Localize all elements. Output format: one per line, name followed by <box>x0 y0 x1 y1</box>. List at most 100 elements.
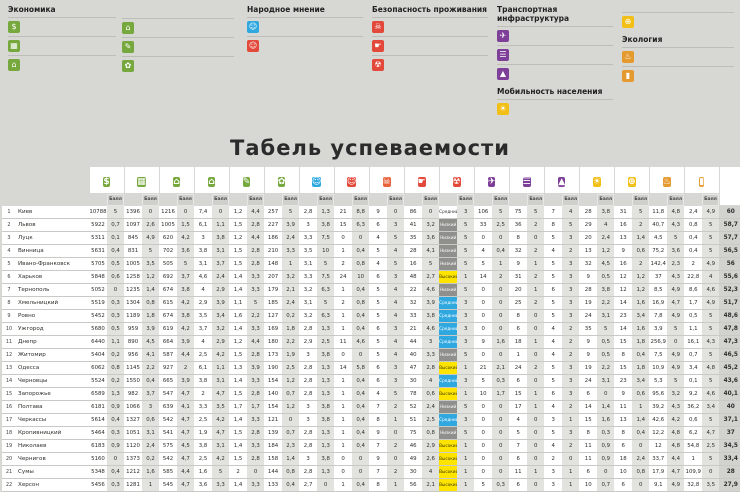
score-cell: 0,4 <box>352 387 370 401</box>
metric-value-cell: 585 <box>159 465 178 479</box>
metric-value-cell: 1,2 <box>229 231 248 245</box>
score-cell: 4,9 <box>667 309 685 323</box>
score-cell: 2,5 <box>492 218 510 232</box>
metric-value-cell: 78 <box>404 387 423 401</box>
metric-value-cell: 4 <box>369 257 388 271</box>
avia-icon: ✈ <box>497 30 509 42</box>
metric-value-cell: 1 <box>334 400 353 414</box>
rank-cell: 1 <box>2 205 16 219</box>
score-cell: 3 <box>457 296 475 310</box>
metric-value-cell: 5 <box>369 335 388 349</box>
metric-value-cell: 1066 <box>124 400 143 414</box>
score-cell: 0,6 <box>142 413 160 427</box>
score-cell: 0,4 <box>352 400 370 414</box>
score-cell: 3,7 <box>212 257 230 271</box>
terror-level-cell: Высокий <box>439 452 458 466</box>
score-cell: 5 <box>387 231 405 245</box>
score-cell: 2,1 <box>422 478 440 492</box>
score-cell: 0 <box>527 426 545 440</box>
score-cell: 3,9 <box>177 374 195 388</box>
infographic-page: { "page": {"title": "Табель успеваемости… <box>2 5 740 492</box>
score-cell: 2 <box>632 218 650 232</box>
score-cell: 3,8 <box>317 348 335 362</box>
score-cell: 3 <box>457 309 475 323</box>
score-cell: 2 <box>527 296 545 310</box>
metric-value-cell: 1,5 <box>229 387 248 401</box>
metric-value-cell: 1,6 <box>194 465 213 479</box>
metric-value-cell: 1,4 <box>229 270 248 284</box>
score-cell: 3,3 <box>247 374 265 388</box>
metric-value-cell: 75 <box>509 205 528 219</box>
metric-value-cell: 6440 <box>89 335 107 349</box>
metric-value-cell: 5 <box>509 426 528 440</box>
city-cell: Ровно <box>16 309 89 323</box>
city-cell: Херсон <box>16 478 89 492</box>
terror-level-cell: Низкий <box>439 218 458 232</box>
metric-value-cell: 140 <box>264 387 283 401</box>
metric-value-cell: 21 <box>334 205 353 219</box>
score-cell: 1,4 <box>142 283 160 297</box>
metric-value-cell: 4 <box>544 400 563 414</box>
score-cell: 4,3 <box>667 400 685 414</box>
metric-value-cell: 7 <box>369 400 388 414</box>
score-cell: 0 <box>667 335 685 349</box>
score-cell: 0 <box>562 452 580 466</box>
score-cell: 0 <box>527 478 545 492</box>
column-header: ♨ <box>648 166 685 194</box>
terror-level-cell: Низкий <box>439 257 458 271</box>
score-cell: 1 <box>562 413 580 427</box>
score-cell: 3 <box>562 231 580 245</box>
metric-value-cell: 15 <box>579 413 598 427</box>
legend-group-title-economy: Экономика <box>8 5 56 14</box>
terror-level-cell: Низкий <box>439 231 458 245</box>
score-cell: 4,8 <box>667 205 685 219</box>
score-cell: 5 <box>457 426 475 440</box>
metric-value-cell: 13 <box>579 244 598 258</box>
score-cell: 0,4 <box>352 426 370 440</box>
score-cell: 1,8 <box>632 361 650 375</box>
score-cell: 4,7 <box>177 426 195 440</box>
metric-value-cell: 5680 <box>89 322 107 336</box>
metric-value-cell: 3 <box>299 413 318 427</box>
score-cell: 0 <box>492 348 510 362</box>
metric-value-cell: 121 <box>264 413 283 427</box>
metric-value-cell: 5 <box>369 244 388 258</box>
metric-value-cell: 0 <box>334 465 353 479</box>
score-cell: 4,8 <box>702 361 720 375</box>
score-cell: 4,4 <box>177 465 195 479</box>
metric-value-cell: 6062 <box>89 361 107 375</box>
column-header: ✈ <box>473 166 510 194</box>
city-cell: Харьков <box>16 270 89 284</box>
metric-value-cell: 4 <box>509 413 528 427</box>
metric-value-cell: 1,4 <box>229 374 248 388</box>
score-cell: 4,9 <box>702 296 720 310</box>
legend-item: ✈ <box>497 26 613 45</box>
metric-value-cell: 6 <box>369 322 388 336</box>
score-cell: 0,8 <box>422 426 440 440</box>
score-label: Балл <box>142 193 160 206</box>
metric-value-cell: 1396 <box>124 205 143 219</box>
score-label: Балл <box>457 193 475 206</box>
metric-value-cell: 15 <box>334 218 353 232</box>
legend-item: ✎ <box>122 37 234 56</box>
metric-value-cell: 9,2 <box>684 387 703 401</box>
metric-value-cell: 4 <box>369 387 388 401</box>
rail-icon: ☰ <box>522 177 531 188</box>
rent-icon: ⌂ <box>122 22 134 34</box>
metric-value-cell: 173 <box>264 348 283 362</box>
score-cell: 1 <box>632 400 650 414</box>
metric-value-cell: 6 <box>509 478 528 492</box>
score-cell: 1,6 <box>632 322 650 336</box>
metric-value-cell: 7,4 <box>194 205 213 219</box>
metric-value-cell: 6181 <box>89 400 107 414</box>
terror-icon: ☢ <box>452 177 461 188</box>
metric-value-cell: 6 <box>579 387 598 401</box>
metric-value-cell: 256,9 <box>649 335 668 349</box>
waste-icon: ▮ <box>622 70 634 82</box>
score-cell: 0,2 <box>282 309 300 323</box>
score-cell: 7,5 <box>317 270 335 284</box>
score-cell: 2,8 <box>247 387 265 401</box>
column-header: ☺ <box>298 166 335 194</box>
metric-value-cell: 11 <box>509 465 528 479</box>
metric-value-cell: 3 <box>544 465 563 479</box>
